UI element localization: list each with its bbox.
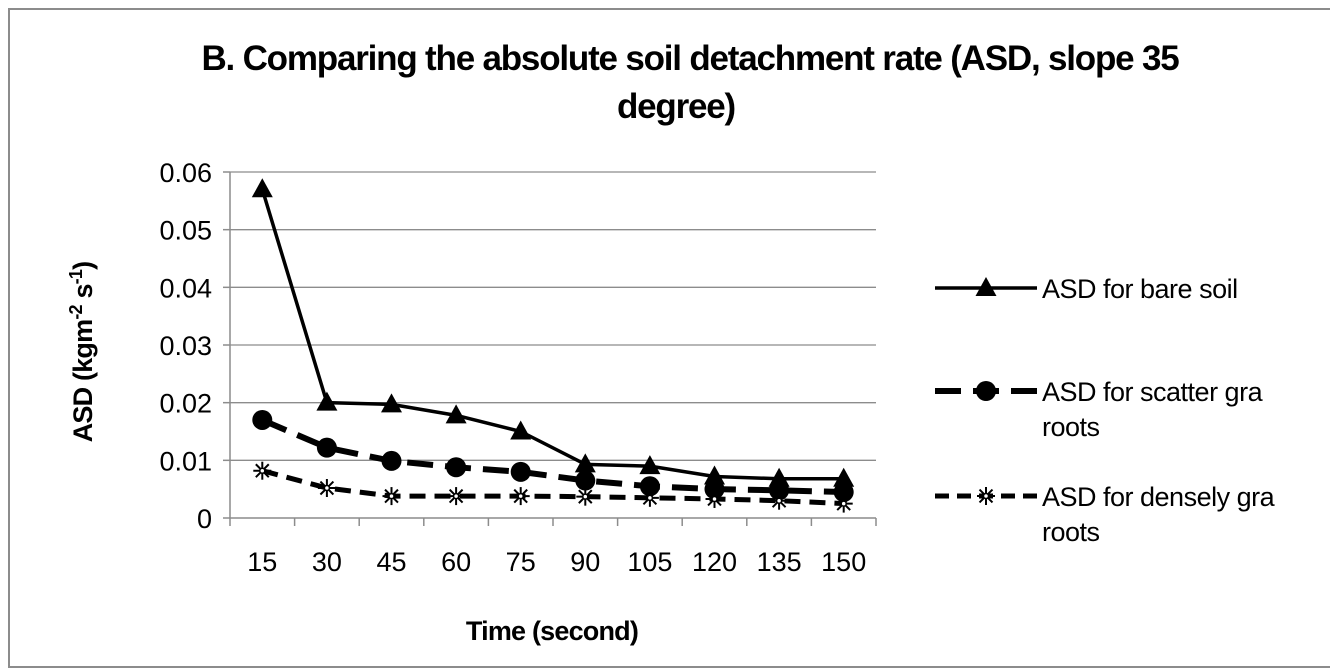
x-tick-label: 15 xyxy=(247,547,277,577)
data-point xyxy=(252,409,273,430)
legend-marker xyxy=(976,381,996,401)
star-center xyxy=(452,492,460,500)
x-tick-label: 105 xyxy=(627,547,672,577)
series-line xyxy=(261,417,844,496)
gridlines xyxy=(230,171,876,461)
data-point xyxy=(833,467,855,487)
star-center xyxy=(323,484,331,492)
legend-marker xyxy=(977,487,995,505)
legend-item-2: ASD for scatter gra roots xyxy=(935,377,1264,442)
star-center xyxy=(388,492,395,500)
star-center xyxy=(840,500,847,507)
data-point xyxy=(510,420,532,440)
y-tick-label: 0.03 xyxy=(159,331,212,361)
data-point xyxy=(639,476,660,497)
data-point xyxy=(574,453,596,473)
star-center xyxy=(517,492,524,500)
data-point xyxy=(704,465,725,485)
data-point xyxy=(576,487,595,506)
data-point xyxy=(510,461,531,482)
y-axis-title-end: ) xyxy=(68,262,98,270)
y-tick-label: 0.05 xyxy=(159,216,212,246)
data-point xyxy=(639,455,661,475)
plot-series xyxy=(251,178,855,513)
data-point xyxy=(445,404,467,424)
data-point xyxy=(575,470,596,491)
data-point xyxy=(833,482,854,503)
y-axis-title: ASD (kgm-2 s-1) xyxy=(66,262,98,443)
data-point xyxy=(640,488,659,507)
star-center xyxy=(711,495,718,503)
x-tick-label: 90 xyxy=(570,547,600,577)
star-center xyxy=(646,494,654,502)
y-tick-label: 0 xyxy=(197,504,212,534)
chart-frame xyxy=(8,8,1330,668)
data-point xyxy=(446,457,467,478)
chart: B. Comparing the absolute soil detachmen… xyxy=(66,39,1276,646)
data-point xyxy=(705,489,724,508)
series-2 xyxy=(252,409,854,503)
star-center xyxy=(982,492,990,500)
x-tick-label: 150 xyxy=(821,547,866,577)
data-point xyxy=(317,479,336,498)
chart-title-line-2: degree) xyxy=(617,87,735,126)
data-point xyxy=(382,487,401,506)
y-axis-title-sup2: -1 xyxy=(66,269,86,284)
star-center xyxy=(775,497,783,504)
series-line xyxy=(261,468,844,507)
data-point xyxy=(770,491,789,510)
data-point xyxy=(447,487,466,506)
data-point xyxy=(511,487,530,506)
y-axis-title-sup1: -2 xyxy=(66,304,86,319)
legend: ASD for bare soil ASD for scatter gra root… xyxy=(935,274,1276,547)
y-axis-title-base: ASD (kgm xyxy=(68,320,98,443)
y-tick-label: 0.04 xyxy=(159,273,212,303)
legend-label: roots xyxy=(1042,517,1100,547)
x-tick-label: 120 xyxy=(692,547,737,577)
data-point xyxy=(253,461,272,480)
series-3 xyxy=(253,461,853,513)
x-tick-labels: 15 30 45 60 75 90 105 120 135 150 xyxy=(247,547,866,577)
x-tick-label: 60 xyxy=(441,547,471,577)
legend-marker xyxy=(975,277,997,296)
data-point xyxy=(834,494,853,513)
star-center xyxy=(582,493,589,500)
y-tick-label: 0.02 xyxy=(159,389,212,419)
x-axis-title: Time (second) xyxy=(466,616,638,646)
axes xyxy=(223,171,877,526)
star-center xyxy=(259,467,266,474)
legend-item-1: ASD for bare soil xyxy=(935,274,1238,304)
legend-label: ASD for bare soil xyxy=(1042,274,1238,304)
x-tick-label: 75 xyxy=(506,547,536,577)
data-point xyxy=(316,437,337,458)
legend-label: roots xyxy=(1042,412,1100,442)
series-line xyxy=(260,188,844,481)
y-tick-label: 0.06 xyxy=(159,158,212,188)
data-point xyxy=(381,393,402,413)
data-point xyxy=(251,178,273,198)
y-tick-label: 0.01 xyxy=(159,446,212,476)
y-axis-title-mid: s xyxy=(68,284,98,305)
legend-label: ASD for scatter gra xyxy=(1042,377,1264,407)
chart-title-line-1: B. Comparing the absolute soil detachmen… xyxy=(201,39,1179,78)
data-point xyxy=(316,391,338,411)
legend-label: ASD for densely gra xyxy=(1042,482,1276,512)
x-tick-label: 45 xyxy=(376,547,406,577)
data-point xyxy=(381,450,402,471)
x-tick-label: 135 xyxy=(757,547,802,577)
y-tick-labels: 0 0.01 0.02 0.03 0.04 0.05 0.06 xyxy=(159,158,212,534)
legend-item-3: ASD for densely gra roots xyxy=(935,482,1276,547)
series-1 xyxy=(251,178,855,487)
x-tick-label: 30 xyxy=(312,547,342,577)
